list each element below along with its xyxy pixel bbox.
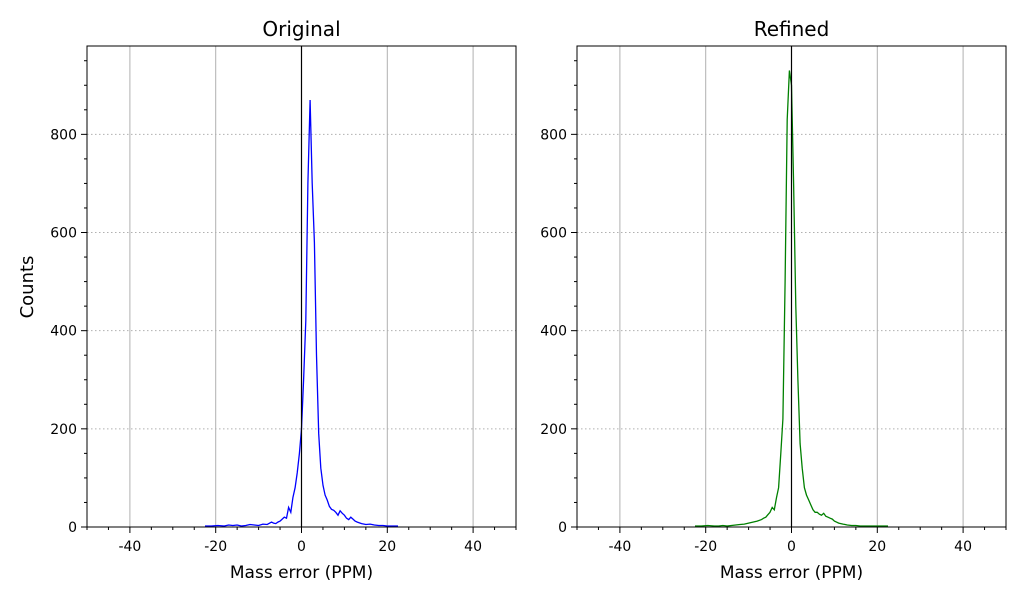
y-tick-label: 400 [50, 324, 77, 340]
x-tick-label: 20 [378, 539, 396, 555]
y-tick-label: 200 [540, 422, 567, 438]
x-axis-label: Mass error (PPM) [230, 563, 373, 583]
x-tick-label: -40 [608, 539, 631, 555]
x-tick-label: 0 [787, 539, 796, 555]
data-line [695, 70, 888, 527]
x-tick-label: 0 [297, 539, 306, 555]
chart-title: Original [262, 17, 340, 41]
x-tick-label: 20 [868, 539, 886, 555]
y-axis-label: Counts [17, 256, 38, 319]
y-tick-label: 600 [50, 226, 77, 242]
x-tick-label: -20 [694, 539, 717, 555]
x-tick-label: -40 [118, 539, 141, 555]
y-tick-label: 800 [50, 127, 77, 143]
data-line [205, 99, 398, 527]
x-tick-label: 40 [464, 539, 482, 555]
x-tick-label: 40 [954, 539, 972, 555]
y-tick-label: 400 [540, 324, 567, 340]
x-tick-label: -20 [204, 539, 227, 555]
y-tick-label: 200 [50, 422, 77, 438]
y-tick-label: 0 [68, 520, 77, 536]
y-tick-label: 600 [540, 226, 567, 242]
y-tick-label: 0 [558, 520, 567, 536]
y-tick-label: 800 [540, 127, 567, 143]
x-axis-label: Mass error (PPM) [720, 563, 863, 583]
chart-title: Refined [754, 17, 830, 41]
